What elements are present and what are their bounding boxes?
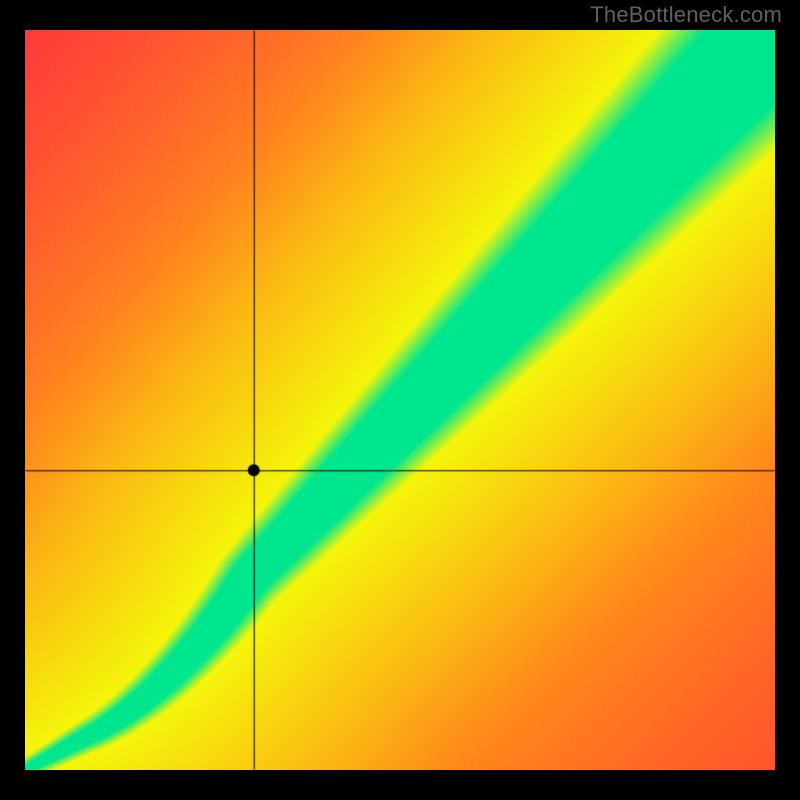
watermark-text: TheBottleneck.com: [590, 2, 782, 28]
heatmap-canvas: [25, 30, 775, 770]
